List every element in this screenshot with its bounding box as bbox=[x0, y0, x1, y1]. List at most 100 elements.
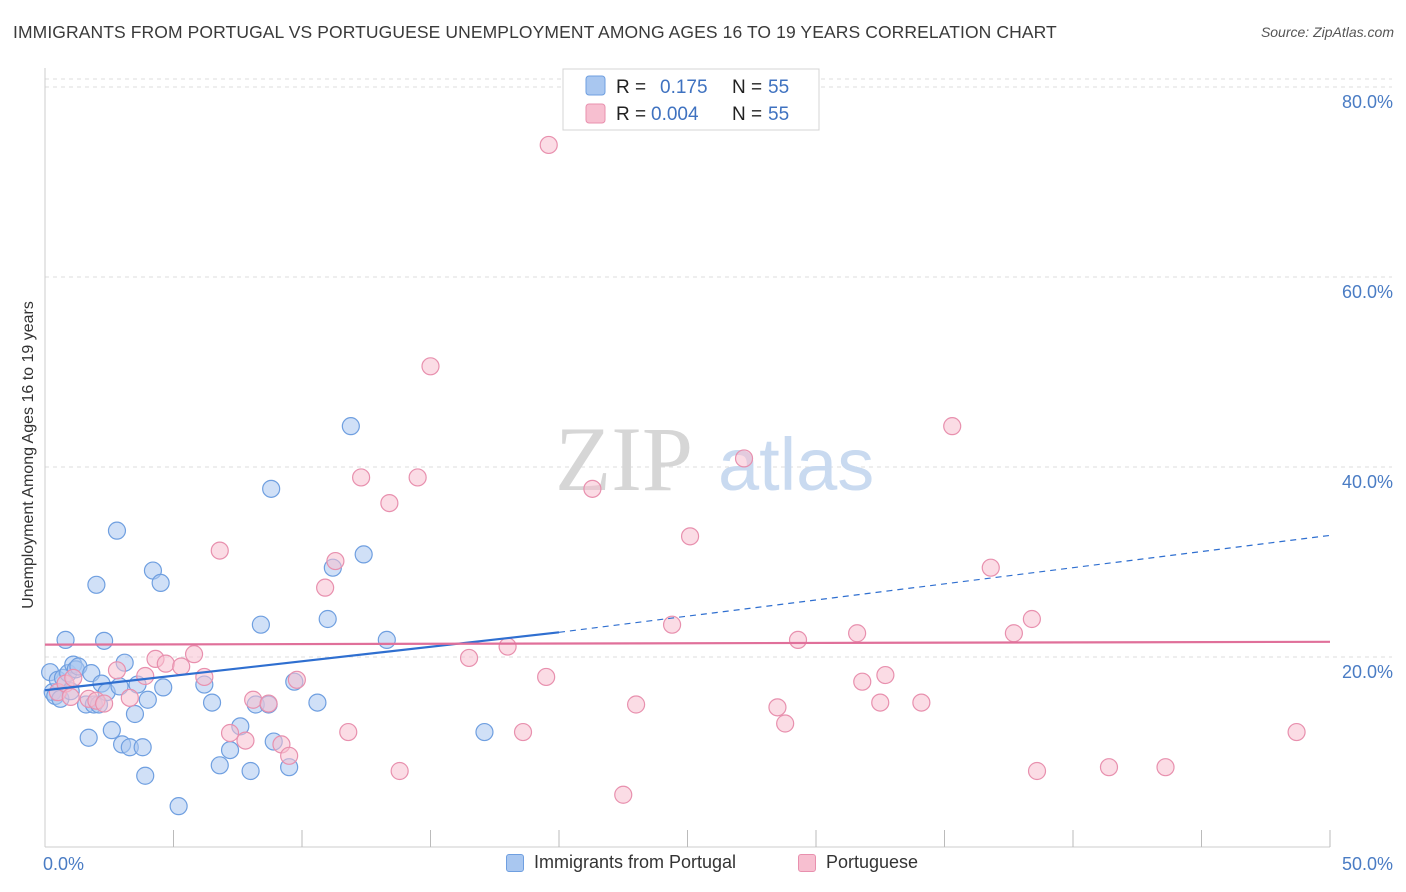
point-portuguese bbox=[614, 785, 633, 804]
legend-swatch-pink bbox=[798, 853, 816, 872]
point-portuguese bbox=[513, 722, 533, 742]
point-portuguese bbox=[1287, 722, 1306, 742]
legend-swatch-blue bbox=[585, 75, 606, 96]
y-axis-label: Unemployment Among Ages 16 to 19 years bbox=[20, 301, 37, 609]
point-immigrants bbox=[202, 693, 222, 712]
point-immigrants bbox=[220, 740, 240, 760]
point-portuguese bbox=[459, 648, 479, 668]
trend-line-immigrants bbox=[44, 631, 560, 692]
point-immigrants bbox=[475, 722, 494, 742]
y-tick-label: 60.0% bbox=[1342, 282, 1393, 302]
point-portuguese bbox=[95, 694, 114, 713]
trend-lines bbox=[44, 534, 1331, 692]
legend-label: Immigrants from Portugal bbox=[534, 852, 737, 872]
y-tick-labels: 20.0% 40.0% 60.0% 80.0% bbox=[1342, 92, 1393, 682]
point-immigrants bbox=[241, 761, 260, 781]
point-portuguese bbox=[236, 731, 255, 750]
legend-box: R = 0.175 N = 55 R = 0.004 N = 55 bbox=[562, 68, 820, 131]
point-portuguese bbox=[537, 667, 556, 687]
point-portuguese bbox=[871, 693, 890, 712]
point-immigrants bbox=[102, 721, 121, 740]
point-portuguese bbox=[848, 624, 867, 643]
point-portuguese bbox=[107, 661, 127, 680]
point-portuguese bbox=[352, 468, 371, 487]
point-portuguese bbox=[853, 672, 872, 691]
point-portuguese bbox=[876, 665, 895, 685]
point-immigrants bbox=[125, 704, 145, 724]
point-immigrants bbox=[169, 797, 188, 816]
point-portuguese bbox=[1027, 761, 1047, 781]
point-immigrants bbox=[138, 690, 157, 709]
grid-lines bbox=[45, 78, 1392, 658]
legend-swatch-blue bbox=[506, 853, 524, 872]
point-immigrants bbox=[318, 609, 337, 629]
point-immigrants bbox=[154, 678, 173, 697]
y-tick-label: 20.0% bbox=[1342, 662, 1393, 682]
y-tick-label: 80.0% bbox=[1342, 92, 1393, 112]
legend-r-label: R = bbox=[616, 104, 646, 125]
point-immigrants bbox=[136, 766, 155, 785]
legend-swatch-pink bbox=[585, 103, 606, 124]
point-immigrants bbox=[79, 728, 98, 747]
point-portuguese bbox=[380, 494, 399, 513]
bottom-legend: Immigrants from Portugal Portuguese bbox=[0, 852, 1406, 878]
point-portuguese bbox=[220, 723, 240, 743]
point-portuguese bbox=[680, 527, 700, 546]
point-portuguese bbox=[498, 637, 517, 656]
point-portuguese bbox=[287, 670, 306, 689]
point-immigrants bbox=[251, 615, 270, 634]
point-portuguese bbox=[981, 558, 1000, 577]
legend-r-label: R = bbox=[616, 77, 646, 98]
point-portuguese bbox=[280, 746, 299, 765]
x-tick-labels: 0.0% 50.0% bbox=[43, 854, 1393, 874]
point-portuguese bbox=[1099, 758, 1119, 777]
point-portuguese bbox=[768, 698, 787, 717]
series-portuguese-points bbox=[48, 135, 1306, 804]
point-portuguese bbox=[626, 695, 646, 714]
axes bbox=[44, 68, 1331, 848]
point-portuguese bbox=[943, 417, 962, 436]
point-portuguese bbox=[421, 357, 440, 376]
legend-n-value: 55 bbox=[768, 104, 789, 125]
point-immigrants bbox=[56, 630, 75, 650]
point-portuguese bbox=[259, 694, 278, 713]
point-immigrants bbox=[151, 573, 170, 593]
point-portuguese bbox=[1004, 624, 1023, 643]
point-portuguese bbox=[136, 666, 155, 686]
y-tick-label: 40.0% bbox=[1342, 472, 1393, 492]
watermark: ZIP atlas bbox=[555, 408, 874, 510]
point-portuguese bbox=[210, 541, 229, 560]
legend-label: Portuguese bbox=[826, 852, 919, 872]
trend-line-portuguese bbox=[44, 640, 1331, 646]
point-immigrants bbox=[377, 630, 396, 650]
chart-source: Source: ZipAtlas.com bbox=[1260, 24, 1394, 40]
point-portuguese bbox=[1156, 758, 1175, 777]
point-portuguese bbox=[734, 449, 754, 468]
point-portuguese bbox=[339, 722, 358, 742]
point-portuguese bbox=[184, 645, 204, 664]
legend-n-label: N = bbox=[732, 77, 762, 98]
legend-n-value: 55 bbox=[768, 77, 789, 98]
point-portuguese bbox=[120, 688, 139, 707]
legend-r-value: 0.175 bbox=[660, 77, 708, 98]
bottom-legend-item-portuguese: Portuguese bbox=[798, 852, 918, 873]
point-immigrants bbox=[95, 631, 114, 650]
point-portuguese bbox=[172, 657, 191, 676]
point-portuguese bbox=[156, 654, 175, 673]
point-portuguese bbox=[244, 690, 263, 709]
chart-title: IMMIGRANTS FROM PORTUGAL VS PORTUGUESE U… bbox=[13, 22, 1057, 42]
point-portuguese bbox=[776, 714, 795, 733]
point-portuguese bbox=[390, 761, 409, 781]
legend-r-value: 0.004 bbox=[651, 104, 699, 125]
point-portuguese bbox=[539, 135, 558, 155]
legend-n-label: N = bbox=[732, 104, 762, 125]
point-portuguese bbox=[64, 668, 83, 688]
point-immigrants bbox=[133, 738, 152, 757]
point-immigrants bbox=[107, 521, 127, 540]
point-immigrants bbox=[262, 479, 281, 498]
point-portuguese bbox=[61, 687, 80, 707]
point-immigrants bbox=[341, 417, 360, 436]
point-portuguese bbox=[326, 551, 345, 571]
point-immigrants bbox=[87, 575, 106, 594]
